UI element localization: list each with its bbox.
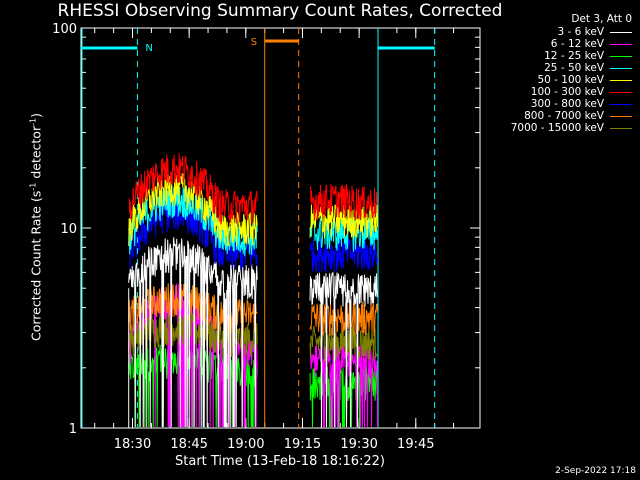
series-line [309, 216, 378, 252]
legend-label: 6 - 12 keV [550, 38, 604, 50]
legend-entry: 7000 - 15000 keV [472, 122, 632, 134]
legend-swatch [610, 115, 632, 117]
legend-swatch [610, 79, 632, 81]
x-tick-label: 18:30 [114, 437, 151, 452]
legend-label: 800 - 7000 keV [524, 110, 604, 122]
y-axis-label-sup2: -1 [28, 117, 38, 126]
series-line [309, 237, 378, 273]
y-tick-label: 100 [52, 22, 77, 37]
legend-label: 7000 - 15000 keV [510, 122, 604, 134]
legend-entry: 800 - 7000 keV [472, 110, 632, 122]
legend-rows: 3 - 6 keV 6 - 12 keV 12 - 25 keV 25 - 50 ke… [472, 26, 632, 134]
legend-label: 100 - 300 keV [530, 86, 604, 98]
legend-label: 12 - 25 keV [544, 50, 604, 62]
legend-entry: 3 - 6 keV [472, 26, 632, 38]
legend-entry: 50 - 100 keV [472, 74, 632, 86]
legend-entry: 12 - 25 keV [472, 50, 632, 62]
y-tick-label: 10 [60, 222, 77, 237]
x-tick-label: 19:15 [284, 437, 321, 452]
y-axis-label-main: Corrected Count Rate (s [28, 190, 44, 341]
y-axis-label-mid: detector [28, 125, 44, 183]
legend-swatch [610, 67, 632, 69]
y-axis-label-end: ) [28, 113, 44, 118]
legend-swatch [610, 91, 632, 93]
y-axis-label: Corrected Count Rate (s-1 detector-1) [28, 113, 43, 341]
x-tick-label: 18:45 [170, 437, 207, 452]
timestamp: 2-Sep-2022 17:18 [555, 466, 636, 476]
series-line [309, 300, 378, 337]
legend-swatch [610, 127, 632, 129]
series-line [128, 237, 258, 428]
x-tick-label: 19:00 [227, 437, 264, 452]
legend-label: 3 - 6 keV [557, 26, 604, 38]
series-line [128, 152, 258, 225]
legend-label: 25 - 50 keV [544, 62, 604, 74]
y-axis-label-sup1: -1 [28, 182, 38, 191]
saa-annotation: S [251, 37, 257, 48]
legend: Det 3, Att 0 3 - 6 keV 6 - 12 keV 12 - 25 … [472, 13, 632, 134]
series-line [128, 196, 258, 271]
legend-entry: 25 - 50 keV [472, 62, 632, 74]
series-line [309, 203, 378, 239]
night-annotation: N [145, 43, 152, 54]
y-tick-label: 1 [69, 422, 77, 437]
legend-header: Det 3, Att 0 [571, 13, 632, 25]
legend-swatch [610, 103, 632, 105]
legend-swatch [610, 55, 632, 57]
legend-entry: 300 - 800 keV [472, 98, 632, 110]
chart-title: RHESSI Observing Summary Count Rates, Co… [57, 1, 503, 21]
legend-swatch [610, 31, 632, 33]
x-tick-label: 19:30 [340, 437, 377, 452]
legend-entry: 100 - 300 keV [472, 86, 632, 98]
legend-label: 50 - 100 keV [537, 74, 604, 86]
x-axis-label: Start Time (13-Feb-18 18:16:22) [175, 454, 385, 469]
legend-swatch [610, 43, 632, 45]
legend-entry: 6 - 12 keV [472, 38, 632, 50]
legend-label: 300 - 800 keV [530, 98, 604, 110]
x-tick-label: 19:45 [397, 437, 434, 452]
series-line [309, 272, 378, 428]
series-line [309, 183, 378, 221]
